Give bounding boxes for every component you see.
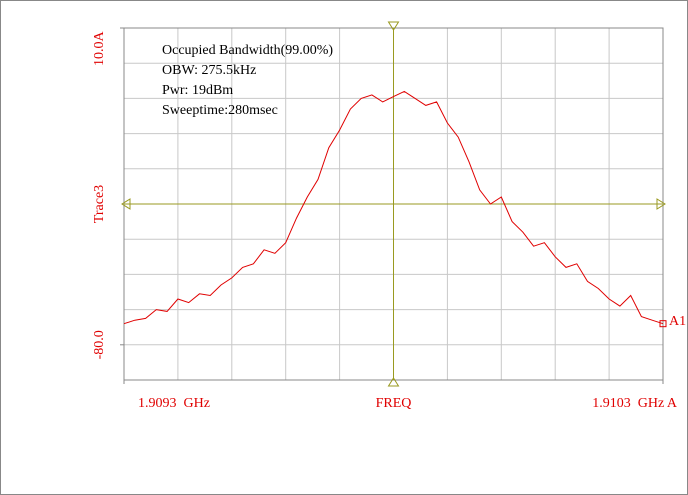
annotation: Occupied Bandwidth(99.00%) <box>162 43 333 58</box>
y-tick-label: -80.0 <box>92 330 107 359</box>
center-marker <box>121 198 131 210</box>
center-marker <box>387 21 400 31</box>
annotation: Sweeptime:280msec <box>162 103 278 118</box>
annotation: OBW: 275.5kHz <box>162 63 256 78</box>
y-axis-label: Trace3 <box>92 185 107 223</box>
x-axis-label: FREQ <box>376 396 412 411</box>
trace-line <box>123 90 664 325</box>
center-marker <box>387 377 400 387</box>
annotation: Pwr: 19dBm <box>162 83 233 98</box>
center-marker <box>656 198 666 210</box>
x-tick-label: 1.9093 GHz <box>138 396 210 411</box>
y-tick-label: 10.0A <box>92 31 107 67</box>
marker-box <box>659 320 667 328</box>
x-tick-label: 1.9103 GHz A <box>592 396 678 411</box>
marker-label: A1 <box>669 314 686 329</box>
